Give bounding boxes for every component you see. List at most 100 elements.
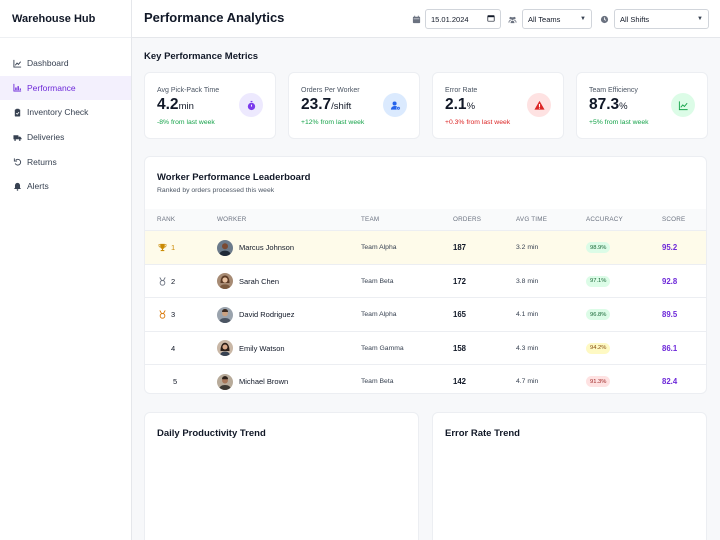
orders-cell: 142 [453, 377, 467, 387]
avg-time-cell: 4.3 min [516, 344, 539, 352]
sidebar-item-alerts[interactable]: Alerts [0, 174, 131, 198]
undo-icon [12, 157, 22, 167]
accuracy-badge: 91.3% [586, 376, 611, 388]
sidebar-item-deliveries[interactable]: Deliveries [0, 125, 131, 149]
orders-cell: 158 [453, 343, 467, 353]
column-header-accuracy[interactable]: ACCURACY [586, 216, 623, 223]
date-input[interactable]: 15.01.2024 [425, 9, 501, 29]
column-header-score[interactable]: SCORE [662, 216, 686, 223]
trend-chart-icon [671, 93, 695, 117]
top-header: Performance Analytics 15.01.2024 All Tea… [132, 0, 720, 38]
shift-filter: All Shifts ▼ [599, 9, 709, 29]
worker-cell: Sarah Chen [217, 265, 279, 299]
team-cell: Team Beta [361, 277, 394, 285]
kpi-label: Avg Pick-Pack Time [157, 87, 220, 94]
kpi-section-title: Key Performance Metrics [144, 51, 259, 62]
sidebar-item-label: Inventory Check [27, 107, 89, 118]
bronze-medal-icon [157, 310, 167, 320]
rank-number: 2 [171, 276, 176, 286]
kpi-card-orders-per-worker: Orders Per Worker 23.7/shift +12% from l… [288, 72, 420, 139]
sidebar-item-label: Deliveries [27, 132, 65, 143]
sidebar-item-dashboard[interactable]: Dashboard [0, 51, 131, 75]
table-row[interactable]: 2 Sarah Chen Team Beta 172 3.8 min 97.1%… [145, 265, 706, 299]
trophy-icon [157, 243, 167, 253]
worker-cell: Marcus Johnson [217, 231, 294, 265]
accuracy-badge: 96.8% [586, 309, 611, 321]
accuracy-cell: 97.1% [586, 265, 611, 299]
leaderboard-subtitle: Ranked by orders processed this week [157, 187, 275, 194]
kpi-change: +5% from last week [589, 119, 649, 126]
chevron-down-icon: ▼ [697, 16, 703, 22]
sidebar: Warehouse Hub Dashboard Performance Inve… [0, 0, 132, 540]
table-row[interactable]: 5 Michael Brown Team Beta 142 4.7 min 91… [145, 365, 706, 393]
rank-number: 3 [171, 310, 176, 320]
sidebar-item-label: Performance [27, 82, 76, 93]
kpi-value: 2.1% [445, 96, 476, 113]
table-row[interactable]: 4 Emily Watson Team Gamma 158 4.3 min 94… [145, 332, 706, 366]
sidebar-item-performance[interactable]: Performance [0, 75, 131, 100]
date-value: 15.01.2024 [431, 14, 469, 24]
accuracy-badge: 98.9% [586, 242, 611, 254]
avatar [217, 273, 233, 290]
avg-time-cell: 4.7 min [516, 378, 539, 386]
chart-line-icon [12, 58, 22, 68]
orders-cell: 172 [453, 276, 467, 286]
sidebar-item-label: Returns [27, 156, 57, 167]
worker-cell: Emily Watson [217, 332, 285, 366]
worker-name: Emily Watson [239, 343, 285, 353]
column-header-avg-time[interactable]: AVG TIME [516, 216, 548, 223]
column-header-rank[interactable]: RANK [157, 216, 176, 223]
table-row[interactable]: 1 Marcus Johnson Team Alpha 187 3.2 min … [145, 231, 706, 265]
date-filter: 15.01.2024 [411, 9, 501, 29]
clipboard-check-icon [12, 107, 22, 117]
accuracy-cell: 94.2% [586, 332, 611, 366]
kpi-card-error-rate: Error Rate 2.1% +0.3% from last week [432, 72, 564, 139]
stopwatch-icon [239, 93, 263, 117]
warning-icon [527, 93, 551, 117]
accuracy-cell: 96.8% [586, 298, 611, 332]
rank-cell: 1 [157, 231, 175, 265]
team-select-value: All Teams [528, 14, 561, 24]
accuracy-cell: 91.3% [586, 365, 611, 393]
orders-cell: 165 [453, 310, 467, 320]
leaderboard-title: Worker Performance Leaderboard [157, 172, 311, 183]
avatar [217, 373, 233, 390]
table-row[interactable]: 3 David Rodriguez Team Alpha 165 4.1 min… [145, 298, 706, 332]
sidebar-item-returns[interactable]: Returns [0, 150, 131, 174]
kpi-value: 87.3% [589, 96, 628, 113]
kpi-value: 23.7/shift [301, 96, 352, 113]
kpi-change: -8% from last week [157, 119, 215, 126]
user-gear-icon [383, 93, 407, 117]
accuracy-badge: 94.2% [586, 342, 611, 354]
rank-number: 4 [171, 343, 176, 353]
score-cell: 89.5 [662, 310, 678, 320]
brand-title: Warehouse Hub [0, 0, 131, 38]
accuracy-badge: 97.1% [586, 275, 611, 287]
avg-time-cell: 3.8 min [516, 277, 539, 285]
avatar [217, 306, 233, 323]
leaderboard-card: Worker Performance Leaderboard Ranked by… [144, 156, 707, 394]
team-cell: Team Beta [361, 378, 394, 386]
kpi-label: Error Rate [445, 87, 478, 94]
avatar [217, 239, 233, 256]
score-cell: 92.8 [662, 276, 678, 286]
kpi-value: 4.2min [157, 96, 194, 113]
rank-cell: 2 [157, 265, 175, 299]
column-header-orders[interactable]: ORDERS [453, 216, 482, 223]
sidebar-item-inventory-check[interactable]: Inventory Check [0, 100, 131, 124]
team-select[interactable]: All Teams ▼ [522, 9, 592, 29]
worker-name: Michael Brown [239, 377, 289, 387]
column-header-team[interactable]: TEAM [361, 216, 380, 223]
sidebar-item-label: Alerts [27, 181, 49, 192]
column-header-worker[interactable]: WORKER [217, 216, 247, 223]
shift-select[interactable]: All Shifts ▼ [614, 9, 709, 29]
avg-time-cell: 3.2 min [516, 244, 539, 252]
worker-name: Sarah Chen [239, 276, 280, 286]
kpi-change: +0.3% from last week [445, 119, 511, 126]
score-cell: 86.1 [662, 343, 678, 353]
error-rate-trend-card: Error Rate Trend [432, 412, 707, 540]
calendar-picker-icon[interactable] [487, 14, 495, 24]
rank-cell: 5 [173, 365, 177, 393]
accuracy-cell: 98.9% [586, 231, 611, 265]
kpi-label: Orders Per Worker [301, 87, 360, 94]
